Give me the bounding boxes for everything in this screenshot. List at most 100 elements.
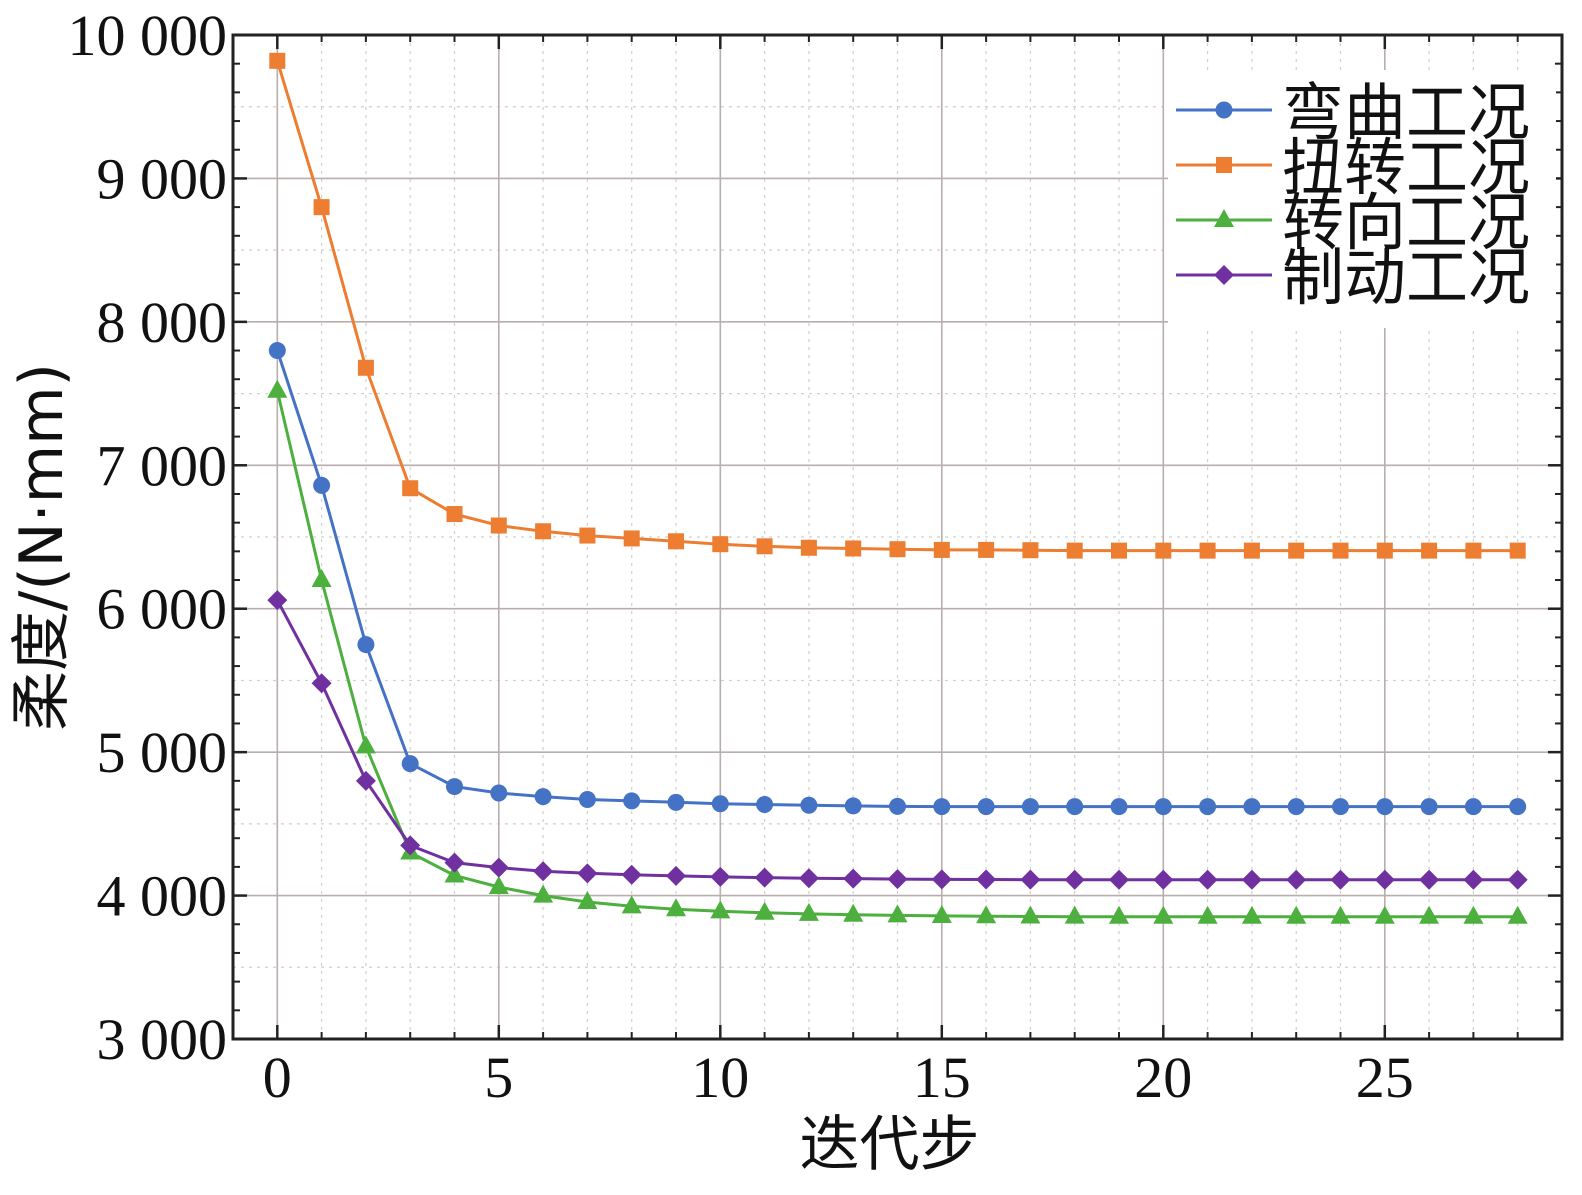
legend-marker-4	[1214, 265, 1234, 285]
series-2-point	[1199, 542, 1216, 559]
series-1-point	[711, 795, 729, 813]
series-3-point	[311, 569, 332, 588]
series-1-point	[623, 792, 641, 810]
series-1-point	[1243, 798, 1261, 816]
series-2-point	[402, 480, 419, 497]
series-2-point	[1243, 542, 1260, 559]
y-tick-label: 3 000	[97, 1007, 228, 1072]
y-axis-title: 柔度/(N·mm)	[7, 363, 77, 731]
series-2-point	[1376, 542, 1393, 559]
series-1-point	[756, 795, 774, 813]
x-tick-labels: 0 5 10 15 20 25	[263, 1045, 1414, 1110]
series-3-point	[1419, 905, 1440, 924]
series-3-point	[355, 735, 376, 754]
series-1-point	[1021, 798, 1039, 816]
series-1-point	[1110, 798, 1128, 816]
series-3-point	[577, 891, 598, 910]
series-4-point	[1286, 869, 1307, 890]
series-2-point	[1111, 542, 1127, 559]
series-2-point	[1332, 542, 1349, 559]
series-3-point	[621, 895, 642, 914]
y-tick-labels: 3 000 4 000 5 000 6 000 7 000 8 000 9 000 10 00…	[68, 3, 228, 1072]
series-1-point	[1066, 798, 1084, 816]
series-4-point	[843, 868, 864, 889]
series-4-point	[798, 868, 819, 889]
y-tick-label: 4 000	[97, 864, 228, 929]
series-2-point	[313, 199, 330, 216]
x-tick-label: 20	[1134, 1045, 1192, 1110]
series-4-point	[1197, 869, 1218, 890]
series-1-point	[446, 778, 463, 796]
series-2-point	[269, 52, 286, 69]
series-4-point	[710, 866, 731, 887]
series-2-point	[535, 523, 552, 540]
series-3-point	[843, 903, 864, 922]
series-2-point	[800, 539, 817, 556]
legend-marker-1	[1215, 101, 1233, 119]
legend-label-1: 弯曲工况	[1282, 76, 1530, 149]
series-1-point	[313, 476, 331, 494]
series-3-point	[1374, 905, 1395, 924]
series-4-point	[1153, 869, 1174, 890]
x-tick-label: 15	[913, 1045, 971, 1110]
series-2-point	[623, 530, 640, 547]
series-2-point	[712, 536, 729, 553]
series-3-point	[1241, 905, 1262, 924]
y-tick-label: 8 000	[97, 290, 228, 355]
series-1-point	[534, 788, 552, 806]
series-2-point	[933, 541, 950, 558]
series-3-point	[1153, 905, 1174, 924]
series-4-point	[267, 590, 288, 611]
x-tick-label: 25	[1356, 1045, 1414, 1110]
series-4-point	[1241, 869, 1262, 890]
series-3-point	[1064, 905, 1085, 924]
series-2-point	[1509, 542, 1526, 559]
series-2-point	[889, 541, 906, 558]
series-2-point	[579, 527, 596, 544]
series-2-point	[446, 506, 463, 523]
series-3-point	[1507, 905, 1528, 924]
series-2-point	[1288, 542, 1305, 559]
series-1-point	[1287, 798, 1305, 816]
series-1-point	[667, 793, 685, 811]
series-2-point	[1465, 542, 1482, 559]
series-3-point	[533, 884, 554, 903]
series-1-point	[578, 790, 596, 808]
series-2-point	[1066, 542, 1083, 559]
series-1-point	[1376, 798, 1394, 816]
series-4-point	[754, 867, 775, 888]
y-tick-label: 5 000	[97, 720, 228, 785]
series-4-point	[1020, 869, 1041, 890]
series-1-point	[1509, 798, 1527, 816]
series-2-point	[1022, 542, 1039, 559]
series-2-point	[978, 541, 995, 558]
series-3-point	[1330, 905, 1351, 924]
series-2-point	[845, 540, 862, 557]
series-4-point	[400, 835, 421, 856]
series-4-point	[976, 869, 997, 890]
series-4-point	[1109, 869, 1129, 890]
series-2-point	[1421, 542, 1438, 559]
series-1-point	[1154, 798, 1172, 816]
series-3-point	[1286, 905, 1307, 924]
series-1-point	[268, 342, 286, 360]
axis-ticks	[232, 33, 1563, 1041]
series-3-point	[267, 379, 288, 398]
series-2-point	[1155, 542, 1172, 559]
series-1-point	[490, 784, 508, 802]
series-4-point	[887, 869, 908, 890]
series-4-point	[931, 869, 952, 890]
legend-label-4: 制动工况	[1282, 241, 1530, 314]
x-tick-label: 5	[484, 1045, 513, 1110]
series-2-point	[668, 533, 684, 550]
series-1-point	[889, 797, 906, 815]
series-markers	[267, 52, 1528, 924]
series-3-point	[798, 902, 819, 921]
series-3-point	[666, 898, 686, 917]
legend-marker-2	[1216, 157, 1232, 173]
series-4-point	[355, 770, 376, 791]
series-4-point	[577, 863, 598, 884]
series-4-point	[1064, 869, 1085, 890]
series-3-point	[754, 901, 775, 920]
